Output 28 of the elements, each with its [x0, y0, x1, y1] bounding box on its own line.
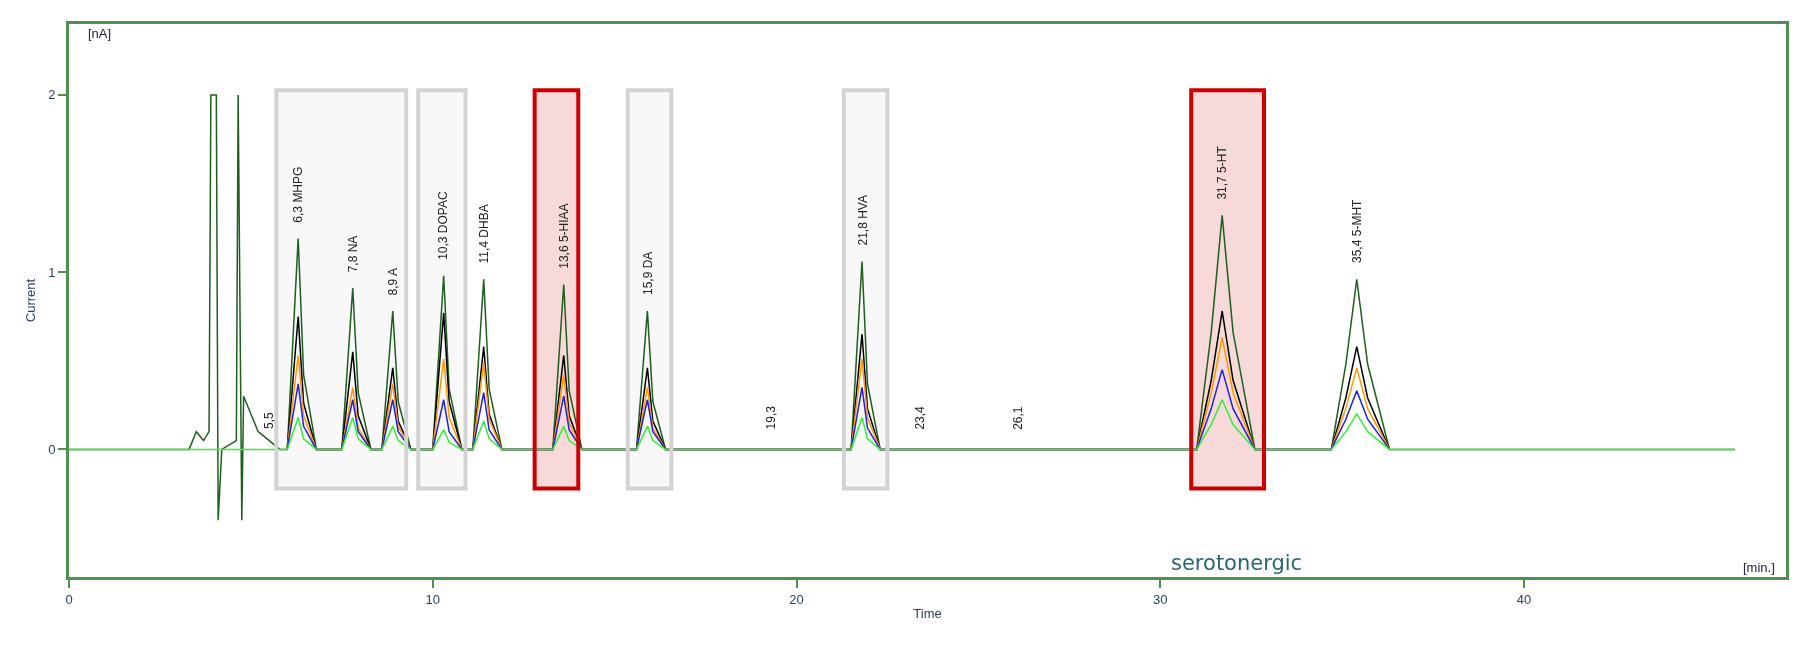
- annotation: 13,6 5-HIAA: [556, 203, 571, 269]
- annotation: 26,1: [1011, 406, 1026, 430]
- y-tick-label: 2: [48, 87, 56, 103]
- annotation: 31,7 5-HT: [1214, 145, 1229, 200]
- annotation: 35,4 5-MHT: [1349, 198, 1364, 263]
- line-series: [69, 399, 1736, 451]
- annotation: 5,5: [262, 411, 277, 429]
- y-tick-label: 0: [48, 441, 56, 457]
- annotation: 8,9 A: [386, 268, 401, 296]
- x-tick-label: 20: [789, 591, 804, 607]
- annotation: 21,8 HVA: [855, 195, 870, 246]
- x-tick-label: 30: [1153, 591, 1168, 607]
- annotation: 6,3 MHPG: [290, 166, 305, 223]
- annotation: 19,3: [763, 405, 778, 430]
- x-tick-label: 40: [1516, 591, 1532, 607]
- annotation: 23,4: [912, 405, 927, 430]
- annotation: serotonergic: [1171, 551, 1303, 575]
- annotation: [min.]: [1743, 560, 1775, 575]
- x-axis-title: Time: [913, 606, 942, 622]
- x-tick-label: 0: [65, 591, 73, 607]
- annotation: [nA]: [88, 26, 112, 41]
- y-axis-title: Current: [23, 278, 39, 323]
- annotation: 10,3 DOPAC: [436, 191, 451, 260]
- x-tick-label: 10: [425, 591, 440, 607]
- y-tick-label: 1: [48, 264, 56, 280]
- annotation: 11,4 DHBA: [476, 204, 491, 264]
- annotation: 7,8 NA: [346, 235, 361, 273]
- annotation: 15,9 DA: [640, 251, 655, 296]
